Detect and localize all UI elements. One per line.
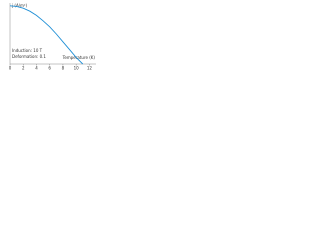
y-axis-label: j (A/m²) — [11, 3, 28, 8]
x-tick-label: 4 — [35, 66, 38, 71]
x-tick-label: 8 — [62, 66, 65, 71]
x-tick-label: 12 — [87, 66, 93, 71]
annotation: Deformation: 0.1 — [12, 54, 46, 59]
chart: j (A/m²) Temperature (K) Induction: 10 T… — [0, 0, 100, 77]
x-axis-label: Temperature (K) — [62, 55, 96, 60]
annotation: Induction: 10 T — [12, 48, 43, 53]
x-tick-label: 2 — [22, 66, 25, 71]
x-tick-label: 0 — [9, 66, 12, 71]
x-tick-label: 6 — [48, 66, 51, 71]
data-line — [9, 5, 84, 65]
page: j (A/m²) Temperature (K) Induction: 10 T… — [0, 0, 320, 77]
x-tick-label: 10 — [74, 66, 80, 71]
